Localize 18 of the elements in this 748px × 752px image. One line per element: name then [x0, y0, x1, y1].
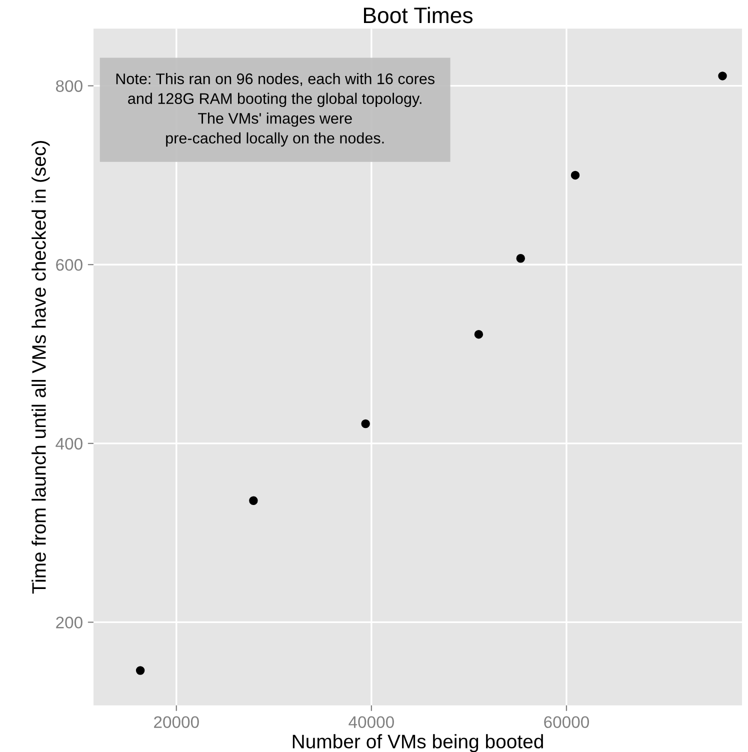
- annotation: Note: This ran on 96 nodes, each with 16 cores and 128G RAM booting the global topology. The VMs' images were pre-cached locally on the nodes.: [116, 73, 434, 147]
- point: [570, 170, 580, 180]
- y-tick-label: 800: [56, 80, 82, 92]
- y-tick-label: 200: [56, 616, 82, 628]
- y-tick-label: 600: [56, 259, 82, 271]
- point: [516, 254, 526, 263]
- point: [718, 72, 727, 80]
- chart-title: Boot Times: [364, 6, 473, 24]
- x-tick-label: 20000: [154, 716, 199, 728]
- x-tick-label: 60000: [544, 716, 589, 728]
- point: [361, 419, 370, 428]
- point: [249, 496, 258, 506]
- x-tick-label: 40000: [348, 716, 394, 728]
- point: [474, 330, 484, 339]
- point: [136, 666, 145, 675]
- y-tick-label: 400: [56, 438, 82, 450]
- x-axis-title: Number of VMs being booted: [292, 734, 543, 752]
- y-axis-title: Time from launch until all VMs have checked in (sec): [32, 141, 50, 594]
